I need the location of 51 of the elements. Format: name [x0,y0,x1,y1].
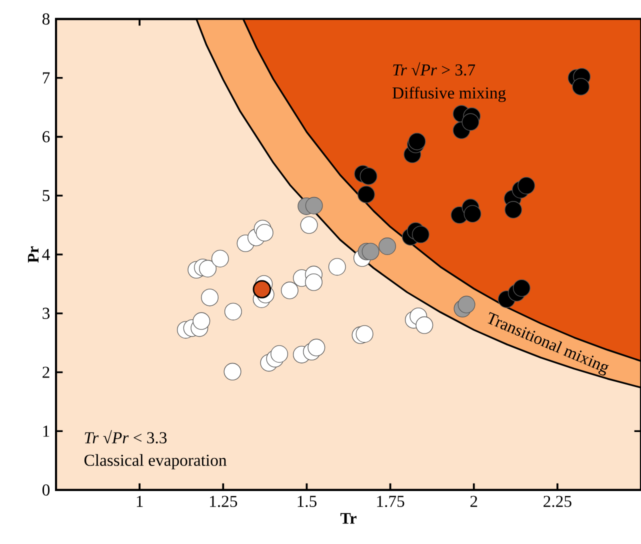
point [356,325,374,343]
point [408,132,426,150]
point [504,201,522,218]
y-tick-label: 2 [42,366,50,378]
point [270,345,288,363]
point [464,205,482,223]
point [280,282,298,300]
point [458,296,476,314]
x-tick-label: 1.5 [298,496,316,508]
point [192,312,210,330]
point [252,280,272,298]
point [328,258,346,276]
point [518,176,536,194]
point [412,226,430,244]
point [378,238,396,255]
y-tick-label: 4 [42,249,50,260]
point [357,186,375,204]
point [201,288,219,306]
point [512,279,530,297]
point [572,78,590,96]
y-tick-label: 7 [42,72,50,84]
annotation: Classical evaporation [84,454,227,470]
point [199,260,217,278]
point [462,113,480,131]
annotation: Diffusive mixing [392,86,506,102]
x-axis-title: Tr [340,513,356,524]
y-tick-label: 3 [42,308,50,319]
x-tick-label: 1.75 [377,496,404,508]
point [305,196,323,214]
y-axis-title: Pr [28,246,38,263]
y-tick-label: 6 [42,131,50,142]
point [305,273,322,291]
y-tick-label: 5 [42,190,50,202]
y-tick-label: 0 [42,484,50,496]
x-tick-label: 1.25 [210,496,238,508]
point [300,216,318,234]
point [224,302,242,320]
point [416,316,434,334]
point [224,362,242,380]
x-tick-label: 2 [470,496,478,507]
annotation: Tr √Pr < 3.3 [84,430,167,444]
point [362,242,380,260]
y-tick-label: 8 [42,13,50,25]
point [256,224,274,242]
x-tick-label: 1 [136,496,143,507]
annotation: Tr √Pr > 3.7 [393,62,476,76]
point [308,338,326,356]
x-tick-label: 2.25 [544,496,572,508]
point [211,250,229,268]
point [360,167,378,185]
y-tick-label: 1 [43,426,50,437]
